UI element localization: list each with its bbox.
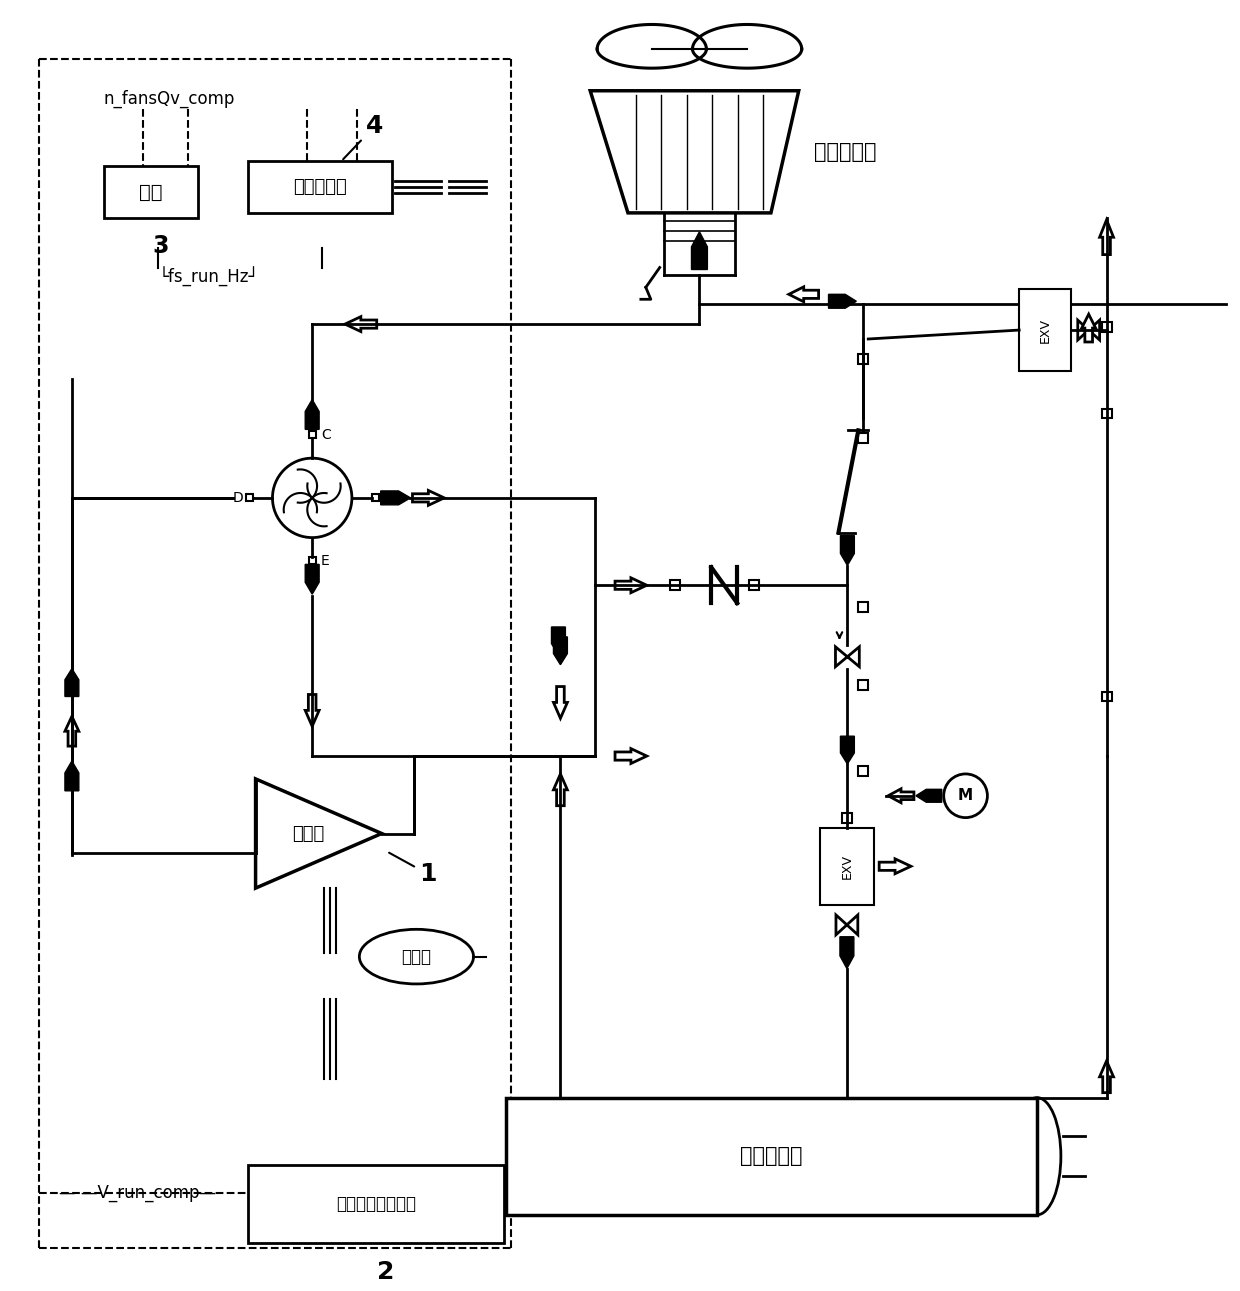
Bar bbox=[1101, 323, 1111, 332]
Polygon shape bbox=[413, 491, 444, 505]
Bar bbox=[104, 167, 198, 218]
Polygon shape bbox=[1100, 1061, 1114, 1092]
FancyArrow shape bbox=[64, 760, 79, 791]
Bar bbox=[506, 1097, 1037, 1215]
Polygon shape bbox=[1100, 219, 1114, 254]
Bar bbox=[1101, 692, 1111, 701]
Circle shape bbox=[944, 773, 987, 817]
FancyArrow shape bbox=[552, 627, 565, 655]
Bar bbox=[309, 431, 316, 439]
Polygon shape bbox=[615, 749, 647, 763]
Ellipse shape bbox=[1013, 1097, 1061, 1215]
Text: D: D bbox=[233, 491, 243, 505]
Bar bbox=[246, 494, 253, 501]
Polygon shape bbox=[1081, 314, 1096, 342]
Text: 压缩机变频启动柜: 压缩机变频启动柜 bbox=[336, 1195, 415, 1212]
FancyArrow shape bbox=[692, 232, 707, 270]
Text: 1: 1 bbox=[389, 853, 436, 886]
Text: — —V_run_comp—: — —V_run_comp— bbox=[60, 1184, 216, 1202]
Text: 分离器: 分离器 bbox=[402, 948, 432, 966]
Polygon shape bbox=[553, 687, 568, 718]
Bar bbox=[1019, 289, 1071, 371]
Bar bbox=[820, 828, 874, 905]
FancyArrow shape bbox=[64, 669, 79, 696]
Bar bbox=[858, 434, 868, 443]
FancyArrow shape bbox=[828, 294, 857, 309]
Polygon shape bbox=[789, 287, 818, 302]
Bar bbox=[858, 766, 868, 776]
FancyArrow shape bbox=[305, 564, 319, 594]
Bar bbox=[858, 354, 868, 364]
FancyArrow shape bbox=[381, 491, 410, 505]
Bar bbox=[842, 812, 852, 822]
Text: 4: 4 bbox=[343, 115, 383, 159]
Polygon shape bbox=[553, 773, 568, 806]
Bar bbox=[749, 580, 759, 590]
Text: S: S bbox=[382, 491, 391, 505]
Text: EXV: EXV bbox=[841, 853, 853, 879]
FancyArrow shape bbox=[839, 937, 854, 968]
Bar bbox=[858, 852, 868, 862]
Text: 2: 2 bbox=[377, 1260, 394, 1285]
Bar bbox=[842, 937, 852, 948]
Bar bbox=[372, 494, 378, 501]
Text: 风側换热器: 风側换热器 bbox=[813, 142, 877, 163]
Text: 风机变频器: 风机变频器 bbox=[293, 178, 346, 196]
FancyArrow shape bbox=[553, 636, 568, 665]
Text: EXV: EXV bbox=[1038, 318, 1052, 342]
Ellipse shape bbox=[360, 930, 474, 984]
Bar bbox=[858, 679, 868, 689]
Bar bbox=[309, 558, 316, 564]
Text: n_fansQv_comp: n_fansQv_comp bbox=[104, 89, 236, 108]
Polygon shape bbox=[64, 717, 79, 746]
Text: M: M bbox=[959, 789, 973, 803]
Text: 3: 3 bbox=[153, 234, 169, 258]
Polygon shape bbox=[305, 695, 319, 727]
FancyArrow shape bbox=[841, 536, 854, 565]
Polygon shape bbox=[345, 316, 377, 332]
FancyArrow shape bbox=[305, 400, 319, 430]
Polygon shape bbox=[255, 778, 382, 888]
Polygon shape bbox=[888, 789, 914, 803]
Polygon shape bbox=[615, 578, 647, 593]
Polygon shape bbox=[879, 859, 911, 874]
Bar bbox=[248, 1166, 503, 1243]
FancyArrow shape bbox=[841, 736, 854, 764]
Text: 水側换热器: 水側换热器 bbox=[740, 1146, 802, 1166]
Text: C: C bbox=[321, 427, 331, 442]
Bar bbox=[670, 580, 680, 590]
Text: E: E bbox=[321, 554, 330, 568]
Text: 主板: 主板 bbox=[139, 182, 162, 201]
Bar bbox=[1101, 408, 1111, 418]
Text: └fs_run_Hz┘: └fs_run_Hz┘ bbox=[159, 267, 259, 288]
Bar bbox=[248, 161, 392, 213]
FancyArrow shape bbox=[916, 789, 941, 802]
Bar bbox=[858, 602, 868, 612]
Text: 压缩机: 压缩机 bbox=[293, 825, 325, 843]
